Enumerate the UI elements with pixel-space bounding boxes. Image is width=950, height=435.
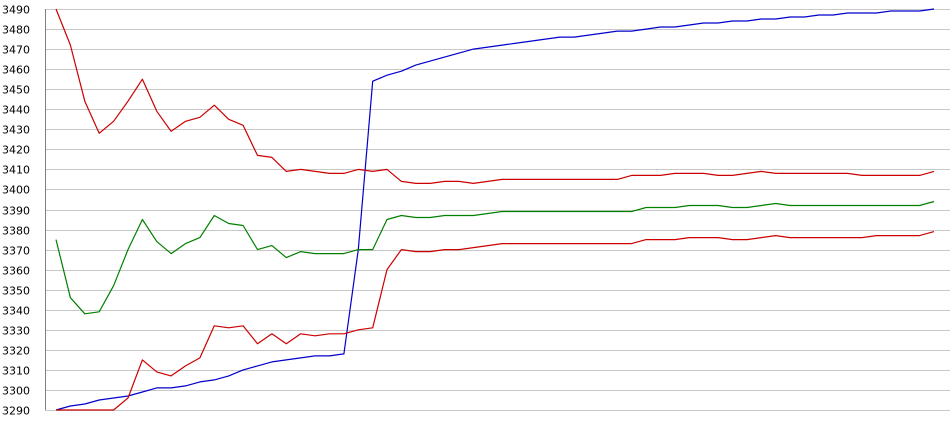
series-lines [55, 8, 935, 411]
series-line-4 [56, 231, 935, 411]
y-tick-label: 3420 [2, 144, 30, 157]
series-line-2 [55, 8, 935, 184]
y-tick-label: 3390 [2, 205, 30, 218]
y-tick-label: 3410 [2, 164, 30, 177]
series-line-1 [55, 8, 935, 411]
y-tick-label: 3370 [2, 245, 30, 258]
y-tick-labels: 3490 3480 3470 3460 3450 3440 3430 3420 3410 3400… [2, 4, 30, 418]
y-tick-label: 3320 [2, 345, 30, 358]
y-tick-label: 3360 [2, 265, 30, 278]
y-tick-label: 3350 [2, 285, 30, 298]
y-tick-label: 3330 [2, 325, 30, 338]
grid-lines [45, 9, 950, 411]
series-line-3 [55, 200, 935, 315]
y-tick-label: 3480 [2, 24, 30, 37]
y-tick-label: 3300 [2, 385, 30, 398]
y-tick-label: 3450 [2, 84, 30, 97]
y-tick-label: 3490 [2, 4, 30, 17]
y-tick-label: 3400 [2, 184, 30, 197]
y-tick-label: 3340 [2, 305, 30, 318]
y-tick-label: 3440 [2, 104, 30, 117]
y-tick-label: 3460 [2, 64, 30, 77]
y-tick-label: 3470 [2, 44, 30, 57]
y-tick-label: 3310 [2, 365, 30, 378]
y-tick-label: 3380 [2, 225, 30, 238]
y-tick-label: 3290 [2, 405, 30, 418]
y-tick-label: 3430 [2, 124, 30, 137]
